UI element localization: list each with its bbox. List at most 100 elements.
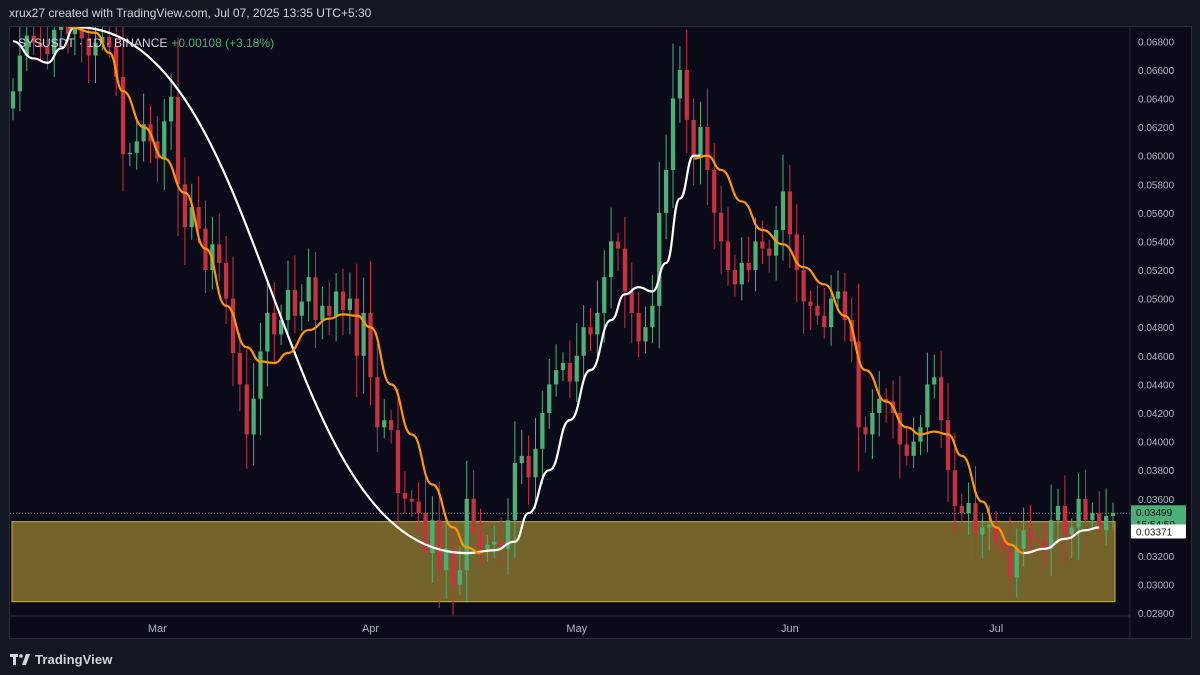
candle[interactable]	[292, 290, 298, 316]
candle[interactable]	[705, 127, 710, 170]
candle[interactable]	[437, 520, 442, 571]
candle[interactable]	[519, 455, 524, 464]
candle[interactable]	[327, 305, 332, 316]
candle[interactable]	[1028, 530, 1033, 539]
candle[interactable]	[395, 430, 401, 494]
candle[interactable]	[237, 352, 243, 385]
candle[interactable]	[244, 384, 249, 435]
candle[interactable]	[822, 315, 827, 328]
candle[interactable]	[567, 362, 573, 382]
candle[interactable]	[987, 524, 992, 528]
candle[interactable]	[416, 501, 421, 514]
candle[interactable]	[993, 524, 999, 542]
candle[interactable]	[677, 69, 683, 99]
candle[interactable]	[746, 262, 751, 271]
candle[interactable]	[732, 270, 738, 285]
candle[interactable]	[725, 241, 731, 271]
candle[interactable]	[1055, 505, 1061, 521]
candle[interactable]	[760, 241, 765, 249]
candle[interactable]	[877, 398, 882, 413]
candle[interactable]	[182, 184, 188, 228]
candle[interactable]	[492, 541, 497, 545]
candle[interactable]	[443, 548, 449, 571]
candle[interactable]	[952, 470, 958, 506]
candle[interactable]	[718, 212, 724, 242]
candle[interactable]	[794, 234, 799, 271]
candle[interactable]	[340, 291, 346, 311]
candle[interactable]	[526, 455, 531, 478]
candle[interactable]	[1062, 505, 1068, 535]
candle[interactable]	[258, 351, 263, 399]
candle[interactable]	[595, 312, 600, 335]
candle[interactable]	[1110, 513, 1116, 516]
candle[interactable]	[547, 384, 552, 413]
candle[interactable]	[498, 541, 504, 549]
candle[interactable]	[265, 312, 270, 352]
candle[interactable]	[808, 301, 813, 306]
candle[interactable]	[217, 244, 222, 263]
candle[interactable]	[347, 298, 353, 311]
candle[interactable]	[925, 384, 930, 428]
candle[interactable]	[189, 207, 194, 228]
candle[interactable]	[753, 241, 758, 271]
candle[interactable]	[801, 270, 806, 302]
symbol-legend[interactable]: SYSUSDT · 1D · BINANCE +0.00108 (+3.18%)	[18, 36, 275, 50]
candle[interactable]	[1090, 513, 1095, 521]
candle[interactable]	[120, 77, 126, 155]
candle[interactable]	[574, 355, 579, 382]
candle[interactable]	[368, 312, 373, 378]
candle[interactable]	[856, 341, 861, 428]
candle[interactable]	[430, 520, 435, 554]
candle[interactable]	[320, 305, 325, 321]
candle[interactable]	[505, 520, 511, 549]
candle[interactable]	[52, 29, 57, 55]
candle[interactable]	[464, 498, 469, 571]
candle[interactable]	[932, 377, 937, 385]
candle[interactable]	[478, 534, 483, 549]
candle[interactable]	[959, 505, 964, 514]
candle[interactable]	[382, 420, 387, 428]
candle[interactable]	[698, 127, 703, 156]
candle[interactable]	[980, 527, 985, 535]
candle[interactable]	[31, 35, 36, 43]
candle[interactable]	[196, 207, 201, 229]
candle[interactable]	[608, 241, 614, 278]
candle[interactable]	[375, 377, 380, 428]
candle[interactable]	[767, 248, 772, 256]
candle[interactable]	[79, 27, 84, 39]
candle[interactable]	[402, 493, 408, 499]
candle[interactable]	[45, 47, 50, 55]
candle[interactable]	[780, 191, 786, 231]
candle[interactable]	[423, 513, 428, 554]
candle[interactable]	[1048, 520, 1054, 549]
candle[interactable]	[1035, 538, 1040, 542]
candle[interactable]	[712, 169, 717, 213]
candle[interactable]	[911, 441, 916, 456]
price-chart[interactable]: 0.028000.030000.032000.034000.036000.038…	[10, 27, 1193, 640]
candle[interactable]	[787, 191, 793, 235]
candle[interactable]	[553, 370, 559, 385]
candle[interactable]	[657, 212, 662, 306]
candle[interactable]	[512, 463, 518, 521]
candle[interactable]	[278, 320, 284, 335]
candle[interactable]	[175, 97, 181, 185]
candle[interactable]	[966, 503, 971, 514]
candle[interactable]	[113, 47, 119, 78]
candle[interactable]	[615, 241, 621, 249]
candle[interactable]	[835, 291, 841, 299]
candle[interactable]	[450, 548, 456, 585]
candle[interactable]	[828, 298, 834, 328]
candle[interactable]	[602, 277, 607, 313]
candle[interactable]	[361, 312, 366, 356]
candle[interactable]	[1097, 513, 1102, 531]
candle[interactable]	[842, 291, 848, 321]
candle[interactable]	[973, 503, 978, 535]
candle[interactable]	[230, 298, 236, 353]
candle[interactable]	[457, 570, 463, 585]
candle[interactable]	[670, 98, 676, 170]
candle[interactable]	[251, 398, 256, 435]
candle[interactable]	[272, 312, 277, 335]
candle[interactable]	[622, 248, 628, 292]
candle[interactable]	[540, 412, 545, 449]
candle[interactable]	[863, 427, 868, 435]
